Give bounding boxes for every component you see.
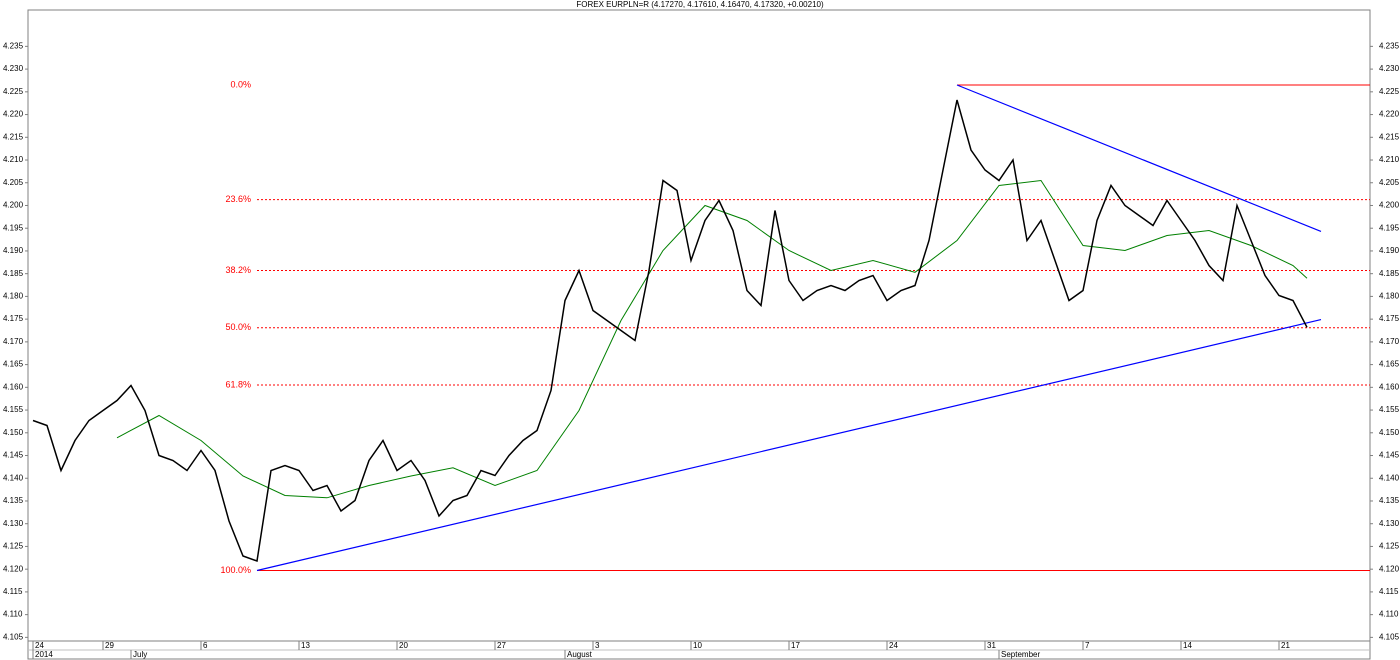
trendline [256, 319, 1322, 572]
y-tick-label: 4.165 [1379, 360, 1400, 369]
period-label: July [133, 650, 147, 659]
x-tick-label: 20 [399, 641, 408, 650]
y-tick-label: 4.170 [1379, 337, 1400, 346]
y-tick-label: 4.220 [3, 110, 24, 119]
y-tick-label: 4.165 [3, 360, 24, 369]
y-tick-label: 4.110 [3, 610, 23, 619]
y-tick-label: 4.225 [3, 87, 24, 96]
y-tick-label: 4.205 [1379, 178, 1400, 187]
y-tick-label: 4.210 [3, 155, 24, 164]
y-tick-label: 4.185 [1379, 269, 1400, 278]
x-tick-label: 24 [35, 641, 44, 650]
y-tick-label: 4.175 [1379, 314, 1400, 323]
x-tick-label: 24 [889, 641, 898, 650]
y-tick-label: 4.140 [1379, 473, 1400, 482]
y-tick-label: 4.110 [1379, 610, 1399, 619]
x-tick-label: 31 [987, 641, 996, 650]
fib-label: 0.0% [230, 79, 251, 89]
y-tick-label: 4.210 [1379, 155, 1400, 164]
y-tick-label: 4.145 [3, 451, 24, 460]
y-tick-label: 4.175 [3, 314, 24, 323]
period-label: September [1001, 650, 1040, 659]
y-tick-label: 4.215 [3, 132, 24, 141]
y-tick-label: 4.220 [1379, 110, 1400, 119]
fib-label: 23.6% [225, 194, 251, 204]
y-tick-label: 4.115 [1379, 587, 1399, 596]
y-tick-label: 4.155 [1379, 405, 1400, 414]
y-tick-label: 4.105 [3, 632, 24, 641]
y-tick-label: 4.135 [3, 496, 24, 505]
y-tick-label: 4.200 [3, 201, 24, 210]
y-tick-label: 4.190 [1379, 246, 1400, 255]
trendline [956, 84, 1322, 232]
y-tick-label: 4.140 [3, 473, 24, 482]
y-tick-label: 4.185 [3, 269, 24, 278]
fib-label: 61.8% [225, 379, 251, 389]
x-tick-label: 21 [1281, 641, 1290, 650]
x-tick-label: 13 [301, 641, 310, 650]
x-tick-label: 3 [595, 641, 600, 650]
y-tick-label: 4.180 [1379, 292, 1400, 301]
y-tick-label: 4.145 [1379, 451, 1400, 460]
y-tick-label: 4.205 [3, 178, 24, 187]
y-tick-label: 4.230 [1379, 64, 1400, 73]
y-tick-label: 4.125 [3, 542, 24, 551]
x-tick-label: 7 [1085, 641, 1090, 650]
y-tick-label: 4.215 [1379, 132, 1400, 141]
y-tick-label: 4.190 [3, 246, 24, 255]
y-tick-label: 4.170 [3, 337, 24, 346]
moving-average-line [116, 179, 1308, 499]
y-tick-label: 4.115 [3, 587, 23, 596]
fib-label: 100.0% [220, 565, 251, 575]
y-tick-label: 4.125 [1379, 542, 1400, 551]
y-tick-label: 4.120 [1379, 564, 1400, 573]
y-tick-label: 4.150 [1379, 428, 1400, 437]
y-tick-label: 4.160 [3, 382, 24, 391]
x-tick-label: 27 [497, 641, 506, 650]
chart-title: FOREX EURPLN=R (4.17270, 4.17610, 4.1647… [576, 0, 824, 9]
y-tick-label: 4.160 [1379, 382, 1400, 391]
y-tick-label: 4.135 [1379, 496, 1400, 505]
y-tick-label: 4.155 [3, 405, 24, 414]
y-tick-label: 4.230 [3, 64, 24, 73]
y-tick-label: 4.235 [1379, 41, 1400, 50]
y-tick-label: 4.120 [3, 564, 24, 573]
x-tick-label: 10 [693, 641, 702, 650]
y-tick-label: 4.195 [3, 223, 24, 232]
y-tick-label: 4.235 [3, 41, 24, 50]
fib-label: 50.0% [225, 322, 251, 332]
y-tick-label: 4.130 [3, 519, 24, 528]
y-tick-label: 4.195 [1379, 223, 1400, 232]
fib-label: 38.2% [225, 265, 251, 275]
x-tick-label: 29 [105, 641, 114, 650]
y-tick-label: 4.200 [1379, 201, 1400, 210]
y-tick-label: 4.105 [1379, 632, 1400, 641]
x-tick-label: 14 [1183, 641, 1192, 650]
y-tick-label: 4.150 [3, 428, 24, 437]
period-label: 2014 [35, 650, 53, 659]
price-line [32, 99, 1308, 563]
x-tick-label: 6 [203, 641, 208, 650]
x-tick-label: 17 [791, 641, 800, 650]
y-tick-label: 4.130 [1379, 519, 1400, 528]
y-tick-label: 4.225 [1379, 87, 1400, 96]
y-tick-label: 4.180 [3, 292, 24, 301]
period-label: August [567, 650, 593, 659]
